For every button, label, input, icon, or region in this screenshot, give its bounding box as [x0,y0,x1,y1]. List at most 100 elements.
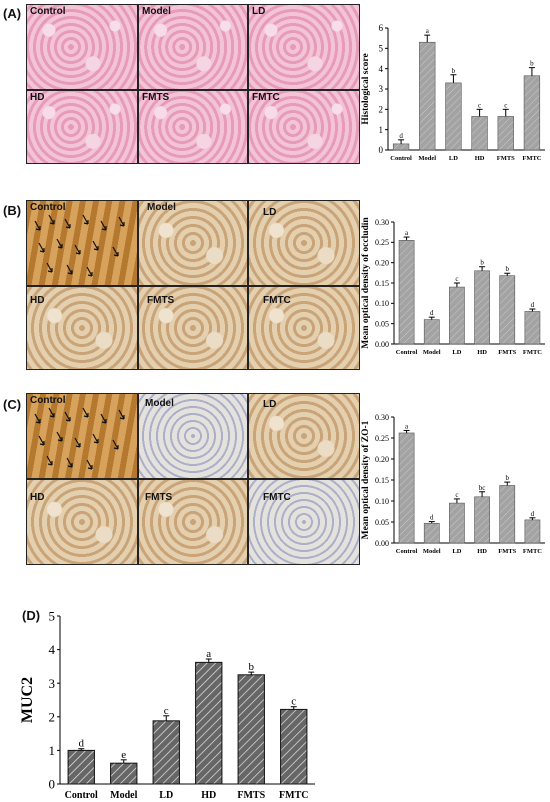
significance-letter: b [249,661,255,673]
y-tick-label: 0 [379,145,384,155]
y-tick-label: 1 [379,125,384,135]
bar-control [398,239,415,345]
arrow-icon [112,246,119,257]
micrograph-c-control: Control [26,393,138,479]
y-tick-label: 0.00 [375,539,389,548]
micrograph-label: LD [263,207,277,218]
significance-letter: bc [479,484,486,492]
significance-letter: e [121,749,126,761]
x-tick-label: Control [390,155,412,162]
x-tick-label: FMTC [523,349,542,356]
arrow-icon [92,240,99,251]
bar-ld [449,502,465,544]
panel-label-a: (A) [3,6,22,21]
y-tick-label: 0.00 [375,340,389,349]
arrow-icon [92,433,99,444]
micrograph-label: FMTS [145,492,173,503]
arrow-icon [56,431,63,442]
arrow-icon [74,244,81,255]
significance-letter: b [530,60,534,68]
y-tick-label: 0.20 [375,258,389,267]
x-tick-label: HD [477,349,487,356]
arrow-icon [38,242,45,253]
x-tick-label: LD [452,349,461,356]
bar-hd [474,270,490,345]
x-tick-label: FMTS [498,349,516,356]
significance-letter: c [504,101,507,109]
y-tick-label: 2 [379,104,384,114]
bar-fmtc [524,311,541,345]
y-tick-label: 2 [49,709,56,724]
arrow-icon [56,238,63,249]
x-tick-label: Model [418,155,436,162]
chart-b: 0.00 0.05 0.10 0.15 0.20 0.25 0.30 Mean optical… [361,217,545,356]
x-tick-label: Control [396,548,418,555]
significance-letter: a [405,422,409,430]
micrograph-label: FMTC [263,295,291,306]
micrograph-label: HD [30,492,45,503]
arrow-icon [118,409,125,420]
x-tick-label: LD [159,790,173,801]
significance-letter: c [455,275,458,283]
x-tick-label: HD [201,790,216,801]
micrograph-a-fmts: FMTS [138,90,248,164]
significance-letter: d [79,738,85,750]
x-tick-label: FMTC [522,155,541,162]
arrow-icon [64,411,71,422]
arrow-markers [34,407,125,470]
y-tick-label: 0.15 [375,279,389,288]
x-tick-label: Model [423,548,441,555]
significance-letter: d [531,301,535,309]
bar-control [398,432,415,544]
arrow-icon [46,262,53,273]
bar-model [110,762,138,785]
x-tick-label: FMTS [498,548,516,555]
micrograph-label: FMTC [263,492,291,503]
bar-hd [474,496,490,544]
arrow-icon [74,437,81,448]
y-tick-label: 0.20 [375,455,389,464]
arrow-icon [38,435,45,446]
significance-letter: a [426,27,430,35]
micrograph-b-hd: HD [26,286,138,370]
micrograph-label: HD [30,92,45,103]
y-tick-label: 0.30 [375,218,389,227]
micrograph-c-fmts: FMTS [138,479,248,565]
significance-letter: d [430,514,434,522]
x-tick-label: LD [452,548,461,555]
y-tick-label: 0.25 [375,238,389,247]
arrow-icon [100,413,107,424]
y-tick-label: 6 [379,23,384,33]
bar-control [392,143,410,151]
bar-hd [195,661,223,785]
bar-ld [152,720,180,785]
x-tick-label: Control [396,349,418,356]
y-tick-label: 0.05 [375,518,389,527]
bar-model [423,319,440,345]
micrograph-b-fmtc: FMTC [248,286,360,370]
arrow-icon [34,220,41,231]
x-tick-label: Control [65,790,98,801]
micrograph-b-model: Model [138,200,248,286]
y-tick-label: 0 [49,777,56,792]
micrograph-b-ld: LD [248,200,360,286]
bar-fmtc [523,75,541,151]
micrograph-c-ld: LD [248,393,360,479]
bar-model [419,41,436,151]
y-tick-label: 3 [49,676,56,691]
micrograph-label: FMTS [147,295,175,306]
x-tick-label: Model [423,349,441,356]
micrograph-b-fmts: FMTS [138,286,248,370]
micrograph-a-hd: HD [26,90,138,164]
bar-fmtc [524,519,541,544]
chart-a: 0 1 2 3 4 5 6 Histological score d Control a Model b… [361,23,545,162]
arrow-icon [86,266,93,277]
significance-letter: d [430,309,434,317]
micrograph-b-control: Control [26,200,138,286]
y-axis-label: Mean optical density of occludin [361,217,371,349]
micrograph-a-fmtc: FMTC [248,90,360,164]
significance-letter: c [291,696,296,708]
arrow-icon [48,407,55,418]
bar-ld [449,286,465,345]
y-tick-label: 4 [379,64,384,74]
